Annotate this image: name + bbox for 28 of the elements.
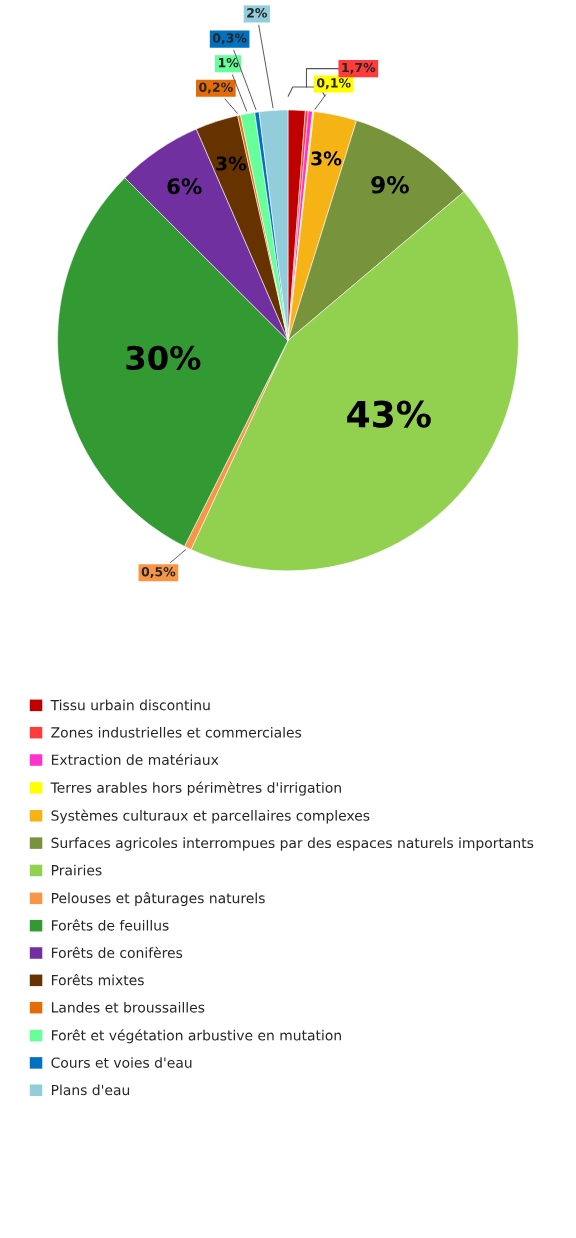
data-label: 9%	[371, 175, 409, 194]
data-label: 6%	[167, 178, 202, 195]
legend-label: Cours et voies d'eau	[51, 1057, 192, 1068]
data-label: 2%	[247, 8, 268, 18]
data-label: 3%	[216, 156, 247, 171]
text: 1,7%	[342, 62, 376, 74]
legend-label: Prairies	[51, 864, 102, 876]
legend-label: Extraction de matériaux	[51, 753, 219, 766]
legend-label: Forêts de feuillus	[51, 919, 169, 931]
legend-label: Zones industrielles et commerciales	[51, 726, 302, 738]
data-label: 43%	[347, 400, 431, 428]
legend-label: Forêts mixtes	[51, 974, 144, 986]
data-label: 0,3%	[212, 33, 247, 45]
legend-label: Forêts de conifères	[51, 946, 183, 958]
data-label: 0,1%	[316, 78, 351, 90]
legend-label: Forêt et végétation arbustive en mutation	[51, 1029, 341, 1044]
data-label: 30%	[126, 345, 201, 371]
legend-label: Systèmes culturaux et parcellaires complexes	[51, 809, 370, 824]
legend-label: Tissu urbain discontinu	[50, 699, 210, 711]
data-label: 0,2%	[199, 82, 233, 94]
legend-label: Surfaces agricoles interrompues par des espaces naturels importants	[51, 837, 534, 851]
legend-label: Landes et broussailles	[51, 1001, 205, 1013]
legend-label: Plans d'eau	[51, 1084, 130, 1096]
data-label: 1%	[218, 57, 239, 68]
data-label: 0,5%	[141, 566, 176, 579]
data-label: 3%	[311, 151, 342, 166]
legend-label: Terres arables hors périmètres d'irrigation	[50, 781, 341, 796]
legend-label: Pelouses et pâturages naturels	[51, 892, 265, 907]
